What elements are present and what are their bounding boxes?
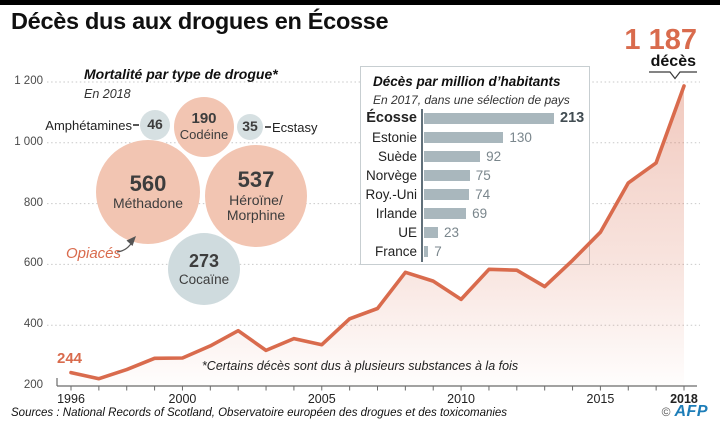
bubble-label: Méthadone bbox=[112, 195, 184, 212]
bar-category-label: Estonie bbox=[371, 130, 417, 145]
bar-row-cosse: Écosse 213 bbox=[361, 109, 589, 128]
bar-chart-baseline bbox=[421, 109, 423, 262]
x-tick-label: 1996 bbox=[57, 392, 85, 406]
bar-category-label: France bbox=[374, 244, 417, 259]
bar-row-irlande: Irlande 69 bbox=[361, 204, 589, 223]
bubble-cocane: 273 Cocaïne bbox=[168, 233, 240, 305]
bar-category-label: Irlande bbox=[375, 206, 417, 221]
bubble-value: 560 bbox=[129, 170, 167, 196]
peak-callout-bracket bbox=[649, 71, 697, 80]
bubble-label: Héroïne/ bbox=[229, 191, 283, 208]
bar-value: 213 bbox=[560, 110, 585, 126]
chart-line bbox=[69, 84, 686, 381]
footnote: *Certains décès sont dus à plusieurs sub… bbox=[201, 359, 519, 373]
bar-category-label: Écosse bbox=[366, 110, 417, 126]
bubble-amphtamines: 46 bbox=[140, 110, 170, 140]
peak-value-label: 1 187 bbox=[624, 24, 697, 56]
sources-line: Sources : National Records of Scotland, … bbox=[11, 407, 508, 419]
bubble-label: Cocaïne bbox=[178, 271, 230, 287]
y-tick-label: 1 200 bbox=[14, 75, 43, 87]
x-tick-label: 2010 bbox=[447, 392, 475, 406]
x-tick-label: 2000 bbox=[168, 392, 197, 406]
y-tick-label: 600 bbox=[23, 257, 43, 270]
bubble-outside-label: Ecstasy bbox=[272, 120, 318, 135]
bubble-connector bbox=[265, 126, 271, 128]
copyright-symbol: © bbox=[661, 405, 671, 419]
bubble-value: 190 bbox=[191, 110, 217, 128]
bar bbox=[424, 189, 470, 200]
x-tick-label: 2018 bbox=[670, 392, 698, 406]
bar bbox=[424, 208, 467, 219]
bar-row-ue: UE 23 bbox=[361, 223, 589, 242]
credit: © AFP bbox=[662, 403, 708, 421]
bar-value: 75 bbox=[475, 168, 491, 183]
chart-area-fill bbox=[71, 86, 684, 386]
bar-row-france: France 7 bbox=[361, 242, 589, 261]
bubble-value: 537 bbox=[237, 167, 275, 193]
opiates-group-label: Opiacés bbox=[66, 245, 122, 262]
bubble-mthadone: 560 Méthadone bbox=[96, 140, 200, 244]
bar bbox=[424, 113, 554, 124]
bar-value: 74 bbox=[475, 187, 491, 202]
bar-row-sude: Suède 92 bbox=[361, 147, 589, 166]
bar bbox=[424, 246, 429, 257]
y-tick-label: 200 bbox=[23, 379, 43, 391]
bar-value: 7 bbox=[434, 244, 442, 259]
x-tick-label: 2015 bbox=[586, 392, 615, 406]
bar-value: 69 bbox=[472, 206, 488, 221]
x-tick-label: 2005 bbox=[307, 392, 336, 406]
bubble-outside-label: Amphétamines bbox=[45, 118, 132, 133]
bar-chart-title: Décès par million d’habitants bbox=[373, 74, 561, 89]
bubble-connector bbox=[133, 124, 139, 126]
bar-row-estonie: Estonie 130 bbox=[361, 128, 589, 147]
peak-unit-label: décès bbox=[650, 53, 696, 70]
bar bbox=[424, 151, 481, 162]
bubble-chart-subtitle: En 2018 bbox=[84, 87, 131, 101]
bar-value: 92 bbox=[486, 149, 502, 164]
bar bbox=[424, 227, 438, 238]
y-tick-label: 1 000 bbox=[14, 135, 43, 148]
y-tick-label: 800 bbox=[23, 196, 43, 209]
bar bbox=[424, 132, 504, 143]
top-bar bbox=[0, 0, 720, 5]
bubble-hronemorphine: 537 Héroïne/Morphine bbox=[205, 145, 307, 247]
start-value-label: 244 bbox=[57, 350, 83, 367]
opiates-arrow-head bbox=[126, 236, 136, 246]
bar-chart-panel: Décès par million d’habitants En 2017, d… bbox=[360, 66, 590, 265]
bubble-value: 273 bbox=[188, 251, 220, 272]
bar-row-norvge: Norvège 75 bbox=[361, 166, 589, 185]
afp-logo: AFP bbox=[674, 403, 708, 420]
bar-row-royuni: Roy.-Uni 74 bbox=[361, 185, 589, 204]
page-title: Décès dus aux drogues en Écosse bbox=[11, 8, 389, 34]
bubble-chart-title: Mortalité par type de drogue* bbox=[84, 66, 278, 82]
bubble-value: 46 bbox=[147, 116, 163, 133]
bubble-label: Morphine bbox=[226, 207, 286, 224]
bubble-label: Codéine bbox=[179, 127, 229, 143]
bubble-codine: 190 Codéine bbox=[174, 97, 234, 157]
bar-value: 23 bbox=[444, 225, 460, 240]
bar-category-label: UE bbox=[398, 225, 417, 240]
bar-chart-subtitle: En 2017, dans une sélection de pays bbox=[373, 93, 570, 107]
bar-category-label: Roy.-Uni bbox=[365, 187, 417, 202]
y-tick-label: 400 bbox=[23, 318, 43, 331]
bubble-value: 35 bbox=[242, 118, 258, 135]
bar-value: 130 bbox=[509, 130, 532, 145]
bar-category-label: Norvège bbox=[365, 168, 417, 183]
bar bbox=[424, 170, 470, 181]
bar-category-label: Suède bbox=[377, 149, 417, 164]
bubble-ecstasy: 35 bbox=[237, 114, 263, 140]
